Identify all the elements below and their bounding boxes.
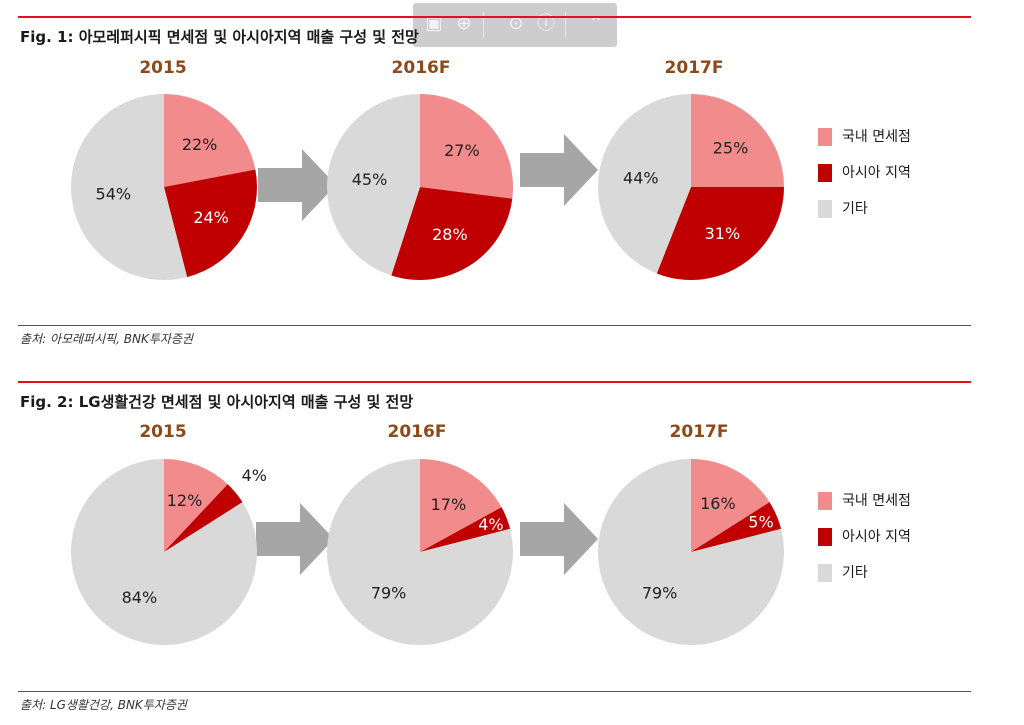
legend-swatch-other xyxy=(818,200,832,218)
info-icon[interactable]: ⓘ xyxy=(537,13,555,34)
figure-2-top-rule xyxy=(18,381,971,383)
fig1-year-2015: 2015 xyxy=(139,58,187,78)
toolbar-divider xyxy=(565,12,566,38)
fig1-2017F-label-other: 44% xyxy=(623,168,659,187)
figure-1-title: Fig. 1: 아모레퍼시픽 면세점 및 아시아지역 매출 구성 및 전망 xyxy=(20,28,419,46)
fig1-transition-arrow-1 xyxy=(258,149,336,221)
fig1-2015-label-domestic: 22% xyxy=(182,135,218,154)
figure-1-source-rule xyxy=(18,325,971,326)
fig2-2017F-slice-domestic xyxy=(691,459,770,552)
fig2-2016F-slice-other xyxy=(327,459,514,645)
fig2-2016F-label-asia: 4% xyxy=(478,515,503,534)
fig2-2015-slice-other xyxy=(70,459,257,646)
fig1-2017F-slice-other xyxy=(597,93,691,274)
fig1-2015-slice-domestic xyxy=(164,94,256,187)
legend-swatch-asia xyxy=(818,528,832,546)
figure-2-source: 출처: LG생활건강, BNK투자증권 xyxy=(20,698,187,712)
toolbar-divider xyxy=(483,12,484,38)
fig2-year-2016: 2016F xyxy=(387,422,447,442)
fig2-2016F-slice-asia xyxy=(420,507,511,552)
fig2-2015-slice-domestic xyxy=(164,459,228,552)
legend-label-domestic: 국내 면세점 xyxy=(842,129,911,145)
search-icon[interactable]: ⊙ xyxy=(508,13,524,34)
fig2-2017F-label-other: 79% xyxy=(642,583,678,602)
collapse-icon[interactable]: ⌃ xyxy=(588,13,604,34)
legend-label-asia: 아시아 지역 xyxy=(842,165,911,181)
image-toolbar: ▣ ⊕ ⊙ ⓘ ⌃ xyxy=(413,3,617,47)
figure-2-title: Fig. 2: LG생활건강 면세점 및 아시아지역 매출 구성 및 전망 xyxy=(20,393,414,411)
figure-2-source-rule xyxy=(18,691,971,692)
fig2-2016F-slice-domestic xyxy=(420,459,502,552)
fig1-2016F-label-asia: 28% xyxy=(432,225,468,244)
fig1-2017F-label-domestic: 25% xyxy=(713,139,749,158)
fig1-year-2016: 2016F xyxy=(391,58,451,78)
legend-swatch-asia xyxy=(818,164,832,182)
fig1-2016F-slice-domestic xyxy=(420,94,514,199)
fig2-2017F-slice-other xyxy=(598,459,785,645)
fig1-2016F-label-other: 45% xyxy=(352,170,388,189)
fig2-transition-arrow-2 xyxy=(520,503,598,575)
fig1-2015-slice-other xyxy=(71,94,188,281)
legend-label-asia: 아시아 지역 xyxy=(842,529,911,545)
fig1-2016F-slice-other xyxy=(326,93,420,276)
fig2-transition-arrow-1 xyxy=(256,503,334,575)
fig1-2016F-label-domestic: 27% xyxy=(444,141,480,160)
fig2-2017F-slice-asia xyxy=(691,502,782,552)
fig2-2015-slice-asia xyxy=(164,484,243,552)
fig1-2017F-slice-asia xyxy=(656,187,784,281)
legend-label-other: 기타 xyxy=(842,201,868,217)
fig2-year-2015: 2015 xyxy=(139,422,187,442)
legend-swatch-domestic xyxy=(818,492,832,510)
fig2-2017F-label-asia: 5% xyxy=(748,513,773,532)
fig1-2015-slice-asia xyxy=(164,169,257,278)
legend-swatch-other xyxy=(818,564,832,582)
legend-swatch-domestic xyxy=(818,128,832,146)
fig2-year-2017: 2017F xyxy=(669,422,729,442)
fig1-2015-label-asia: 24% xyxy=(193,208,229,227)
fig1-2017F-label-asia: 31% xyxy=(705,224,741,243)
fig1-2017F-slice-domestic xyxy=(691,94,784,187)
zoom-in-icon[interactable]: ⊕ xyxy=(456,13,472,34)
legend-label-domestic: 국내 면세점 xyxy=(842,493,911,509)
fig1-2016F-slice-asia xyxy=(391,187,513,281)
legend-label-other: 기타 xyxy=(842,565,868,581)
fig2-2016F-label-domestic: 17% xyxy=(431,495,467,514)
fig1-transition-arrow-2 xyxy=(520,134,598,206)
fig2-2015-label-asia: 4% xyxy=(242,466,267,485)
figure-1-top-rule xyxy=(18,16,971,18)
fig2-2016F-label-other: 79% xyxy=(371,583,407,602)
image-icon[interactable]: ▣ xyxy=(425,13,443,34)
fig2-2015-label-other: 84% xyxy=(122,588,158,607)
fig2-2015-label-domestic: 12% xyxy=(167,491,203,510)
fig1-year-2017: 2017F xyxy=(664,58,724,78)
fig1-2015-label-other: 54% xyxy=(96,184,132,203)
figure-1-source: 출처: 아모레퍼시픽, BNK투자증권 xyxy=(20,332,194,346)
fig2-2017F-label-domestic: 16% xyxy=(700,494,736,513)
